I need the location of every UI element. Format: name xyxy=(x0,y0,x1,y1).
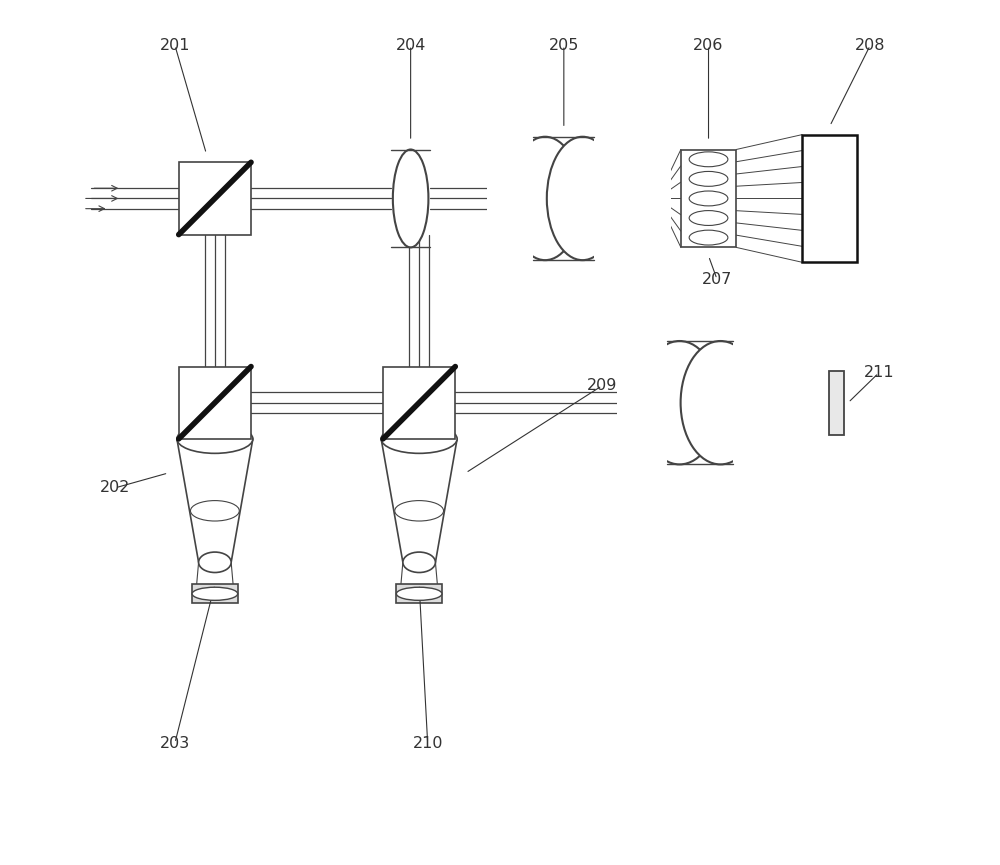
Text: 207: 207 xyxy=(702,272,732,287)
Text: 210: 210 xyxy=(412,735,443,751)
Ellipse shape xyxy=(547,137,618,260)
Text: 206: 206 xyxy=(693,38,724,53)
Bar xyxy=(681,150,736,247)
Ellipse shape xyxy=(199,552,231,573)
Text: 209: 209 xyxy=(587,378,617,394)
Bar xyxy=(192,585,238,603)
Text: 201: 201 xyxy=(160,38,190,53)
Bar xyxy=(802,135,857,262)
Bar xyxy=(487,134,533,263)
Ellipse shape xyxy=(192,587,238,600)
Text: 208: 208 xyxy=(855,38,885,53)
Text: 202: 202 xyxy=(100,480,130,496)
Bar xyxy=(179,163,251,234)
Ellipse shape xyxy=(403,552,435,573)
Ellipse shape xyxy=(190,501,239,521)
Bar xyxy=(617,338,667,467)
Bar xyxy=(594,134,671,263)
Ellipse shape xyxy=(689,210,728,226)
Bar xyxy=(829,371,844,434)
Ellipse shape xyxy=(640,341,719,465)
Ellipse shape xyxy=(689,171,728,186)
Ellipse shape xyxy=(396,587,442,600)
Bar xyxy=(733,338,816,467)
Text: 211: 211 xyxy=(863,365,894,381)
Ellipse shape xyxy=(177,425,253,453)
Ellipse shape xyxy=(681,341,760,465)
Ellipse shape xyxy=(689,152,728,167)
Ellipse shape xyxy=(381,425,457,453)
Bar xyxy=(383,367,455,439)
Ellipse shape xyxy=(393,150,428,247)
Bar xyxy=(396,585,442,603)
Ellipse shape xyxy=(509,137,581,260)
Ellipse shape xyxy=(689,230,728,245)
Ellipse shape xyxy=(689,191,728,206)
Bar xyxy=(179,367,251,439)
Text: 205: 205 xyxy=(549,38,579,53)
Ellipse shape xyxy=(395,501,444,521)
Text: 203: 203 xyxy=(160,735,190,751)
Text: 204: 204 xyxy=(395,38,426,53)
